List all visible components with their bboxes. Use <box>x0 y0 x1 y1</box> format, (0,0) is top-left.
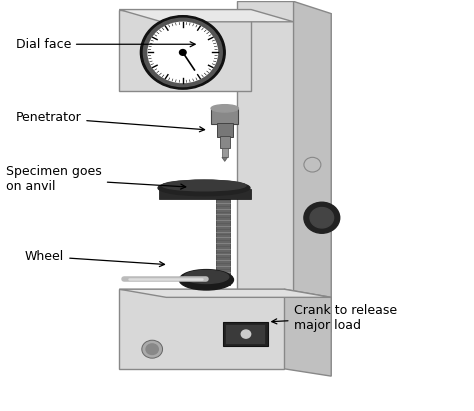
Polygon shape <box>251 9 293 104</box>
Ellipse shape <box>162 180 246 191</box>
Polygon shape <box>119 289 331 297</box>
Circle shape <box>310 208 334 228</box>
Circle shape <box>146 344 158 355</box>
Text: Dial face: Dial face <box>16 38 195 51</box>
Polygon shape <box>119 9 293 22</box>
Polygon shape <box>284 289 331 376</box>
Circle shape <box>241 330 251 338</box>
Text: Specimen goes
on anvil: Specimen goes on anvil <box>6 165 186 193</box>
FancyBboxPatch shape <box>119 289 284 369</box>
Ellipse shape <box>211 105 238 112</box>
Circle shape <box>140 16 225 89</box>
FancyBboxPatch shape <box>225 324 265 344</box>
FancyBboxPatch shape <box>119 9 251 91</box>
FancyBboxPatch shape <box>216 199 230 285</box>
Circle shape <box>142 340 163 358</box>
Circle shape <box>304 202 340 233</box>
Circle shape <box>143 18 222 87</box>
Ellipse shape <box>184 270 229 284</box>
FancyBboxPatch shape <box>237 1 293 320</box>
FancyBboxPatch shape <box>219 136 230 148</box>
Polygon shape <box>293 1 331 332</box>
Circle shape <box>304 157 321 172</box>
Text: Wheel: Wheel <box>25 250 164 267</box>
Text: Crank to release
major load: Crank to release major load <box>272 304 397 332</box>
Ellipse shape <box>158 180 250 196</box>
FancyBboxPatch shape <box>222 148 228 157</box>
Polygon shape <box>222 157 228 162</box>
FancyBboxPatch shape <box>217 123 233 137</box>
Ellipse shape <box>179 270 234 290</box>
FancyBboxPatch shape <box>159 189 251 199</box>
Circle shape <box>148 22 218 83</box>
FancyBboxPatch shape <box>211 109 238 124</box>
Circle shape <box>180 50 186 55</box>
FancyBboxPatch shape <box>223 322 268 346</box>
Text: Penetrator: Penetrator <box>16 111 205 132</box>
